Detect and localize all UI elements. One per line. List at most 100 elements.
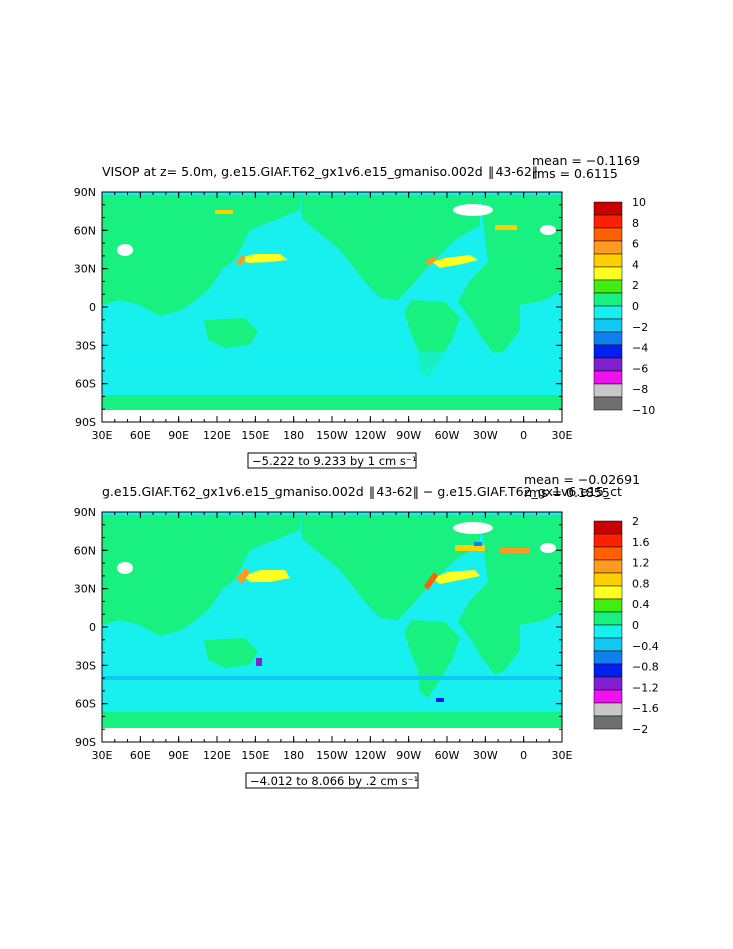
land-north-america	[300, 195, 480, 300]
colorbar-label: 4	[632, 258, 639, 271]
colorbar-swatch	[593, 611, 623, 626]
greenland-mask	[453, 204, 493, 216]
colorbar-label: 0.8	[632, 577, 650, 590]
lon-label: 30W	[473, 429, 498, 442]
colorbar-label: 1.6	[632, 536, 650, 549]
lon-label: 30E	[92, 749, 113, 762]
colorbar-label: −8	[632, 383, 648, 396]
colorbar-swatch	[593, 702, 623, 717]
north-atlantic-patch	[455, 545, 485, 551]
colorbar-swatch	[593, 201, 623, 216]
lat-label: 60S	[75, 698, 96, 711]
lat-label: 30N	[74, 263, 96, 276]
lon-label: 150E	[241, 429, 269, 442]
gulf-stream-strong	[424, 572, 438, 590]
lon-label: 90W	[396, 429, 421, 442]
land-north-america	[300, 515, 480, 620]
lon-label: 90E	[168, 429, 189, 442]
panel-1-range-box: −5.222 to 9.233 by 1 cm s⁻¹	[247, 452, 417, 469]
north-atlantic-strong	[425, 256, 437, 266]
lat-label: 0	[89, 621, 96, 634]
panel-2-map	[102, 512, 562, 742]
lon-label: 150W	[316, 749, 348, 762]
colorbar-swatch	[593, 689, 623, 704]
lon-label: 120E	[203, 429, 231, 442]
negative-patch-3	[436, 698, 444, 702]
colorbar-swatch	[593, 572, 623, 587]
panel-1-title: VISOP at z= 5.0m, g.e15.GIAF.T62_gx1v6.e…	[102, 164, 538, 179]
north-pacific-strong	[236, 255, 246, 266]
panel-2-rms: rms = 0.1855	[524, 485, 610, 500]
panel-2-range: −4.012 to 8.066 by .2 cm s⁻¹	[250, 774, 418, 788]
kuroshio-anomaly	[244, 570, 290, 582]
lon-label: 60E	[130, 749, 151, 762]
lon-label: 180	[283, 749, 304, 762]
negative-patch-2	[256, 658, 262, 666]
colorbar-swatch	[593, 331, 623, 346]
lat-label: 90N	[74, 506, 96, 519]
panel-1-map	[102, 192, 562, 422]
colorbar-label: −1.2	[632, 681, 659, 694]
lat-label: 30S	[75, 339, 96, 352]
lat-label: 0	[89, 301, 96, 314]
colorbar-label: −6	[632, 362, 648, 375]
lon-label: 30W	[473, 749, 498, 762]
colorbar-swatch	[593, 279, 623, 294]
colorbar-label: −0.8	[632, 661, 659, 674]
colorbar-swatch	[593, 292, 623, 307]
lon-label: 120W	[354, 749, 386, 762]
colorbar-swatch	[593, 344, 623, 359]
colorbar-label: 0	[632, 619, 639, 632]
colorbar-label: 0.4	[632, 598, 650, 611]
lon-label: 150E	[241, 749, 269, 762]
lon-label: 150W	[316, 429, 348, 442]
colorbar-swatch	[593, 624, 623, 639]
colorbar-swatch	[593, 214, 623, 229]
kuroshio-strong	[236, 568, 250, 584]
gulf-stream-anomaly	[432, 570, 480, 584]
lon-label: 30E	[552, 429, 573, 442]
colorbar-label: 1.2	[632, 557, 650, 570]
lat-label: 30N	[74, 583, 96, 596]
panel-1-rms: rms = 0.6115	[532, 166, 618, 181]
colorbar-label: −2	[632, 321, 648, 334]
colorbar-swatch	[593, 559, 623, 574]
colorbar-swatch	[593, 370, 623, 385]
negative-patch-1	[474, 542, 482, 546]
panel-1-colorbar: 10 8 6 4 2 0 −2 −4 −6 −8 −10	[593, 196, 655, 417]
land-south-america	[404, 300, 460, 378]
land-south-america	[404, 620, 460, 698]
colorbar-swatch	[593, 533, 623, 548]
colorbar-swatch	[593, 240, 623, 255]
colorbar-swatch	[593, 253, 623, 268]
colorbar-label: 2	[632, 515, 639, 528]
mask-east	[540, 543, 556, 553]
lat-label: 60N	[74, 224, 96, 237]
colorbar-swatch	[593, 266, 623, 281]
panel-1-mean: mean = −0.1169	[532, 153, 640, 168]
lon-label: 30E	[552, 749, 573, 762]
lat-label: 30S	[75, 659, 96, 672]
land-asia	[102, 515, 300, 636]
kuroshio-anomaly	[240, 254, 288, 263]
colorbar-swatch	[593, 396, 623, 411]
panel-1: VISOP at z= 5.0m, g.e15.GIAF.T62_gx1v6.e…	[74, 153, 655, 469]
colorbar-label: 2	[632, 279, 639, 292]
panel-2: g.e15.GIAF.T62_gx1v6.e15_gmaniso.002d ‖ …	[74, 472, 659, 789]
panel-1-range: −5.222 to 9.233 by 1 cm s⁻¹	[252, 454, 417, 468]
colorbar-swatch	[593, 663, 623, 678]
ocean-south-band	[102, 352, 562, 395]
lon-label: 120W	[354, 429, 386, 442]
colorbar-label: 0	[632, 300, 639, 313]
lat-label: 60N	[74, 544, 96, 557]
colorbar-label: −0.4	[632, 640, 659, 653]
colorbar-swatch	[593, 585, 623, 600]
southern-band-anomaly	[102, 676, 562, 680]
lat-label: 90N	[74, 186, 96, 199]
lon-label: 180	[283, 429, 304, 442]
labrador-anomaly	[495, 225, 517, 230]
mask-west	[117, 562, 133, 574]
